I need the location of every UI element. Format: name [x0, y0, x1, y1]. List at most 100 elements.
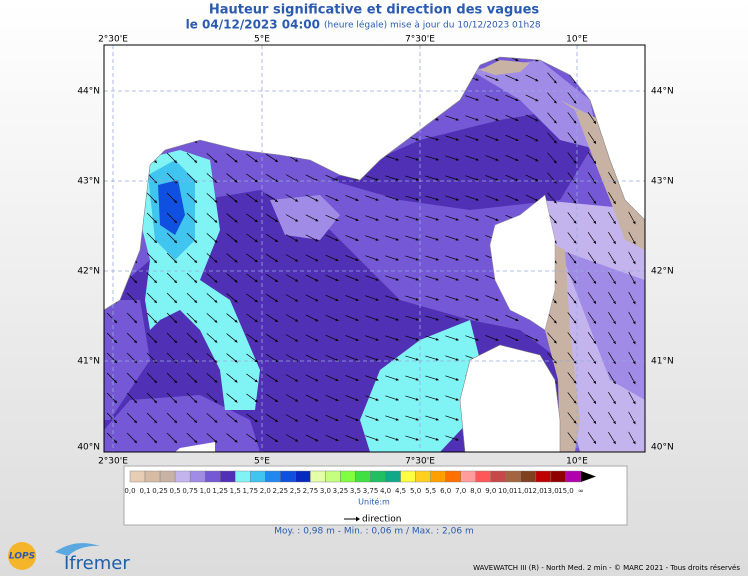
arrow-head: [395, 397, 399, 401]
arrow-head: [632, 361, 636, 365]
arrow-head: [194, 199, 198, 203]
arrow-head: [435, 297, 439, 301]
arrow-head: [335, 258, 339, 262]
colorbar-box: [250, 470, 266, 483]
arrow-head: [295, 338, 299, 342]
arrow-head: [174, 160, 177, 163]
arrow-head: [154, 340, 157, 344]
arrow-head: [593, 240, 596, 244]
arrow-head: [593, 320, 596, 324]
colorbar-label: 12,0: [528, 487, 544, 495]
axis-labels: 2°30'E 2°30'E 5°E 5°E 7°30'E 7°30'E 10°E 10°E 44…: [77, 35, 673, 467]
arrow-head: [573, 260, 577, 264]
arrow-head: [114, 400, 117, 403]
arrow-head: [234, 419, 238, 423]
arrow-head: [114, 380, 117, 383]
colorbar-label: 1,25: [212, 487, 228, 495]
arrow-head: [495, 118, 499, 121]
arrow-head: [214, 219, 218, 223]
arrow-head: [593, 360, 596, 364]
arrow-head: [214, 359, 218, 363]
arrow-head: [515, 138, 519, 142]
arrow-head: [234, 159, 238, 163]
arrow-head: [435, 437, 439, 441]
colorbar-label: 4,0: [380, 487, 391, 495]
colorbar-box: [219, 470, 236, 483]
arrow-head: [495, 338, 499, 341]
arrow-head: [315, 378, 319, 382]
arrow-head: [214, 339, 218, 343]
colorbar-label: 6,0: [440, 487, 451, 495]
arrow-head: [415, 417, 419, 421]
arrow-head: [214, 419, 218, 423]
arrow-head: [295, 238, 299, 242]
arrow-head: [515, 118, 519, 122]
arrow-head: [613, 300, 616, 304]
arrow-head: [254, 279, 258, 283]
arrow-head: [335, 338, 339, 342]
arrow-head: [214, 439, 218, 443]
arrow-head: [274, 379, 278, 382]
arrow-head: [632, 281, 636, 285]
arrow-head: [194, 319, 198, 323]
lat-label: 41°N: [651, 357, 674, 367]
lops-text: LOPS: [9, 552, 35, 562]
colorbar-box: [430, 470, 446, 483]
footer: WAVEWATCH III (R) - North Med. 2 min - ©…: [473, 564, 740, 572]
arrow-head: [355, 298, 359, 301]
arrow-head: [535, 118, 539, 122]
arrow-head: [455, 137, 459, 141]
arrow-head: [415, 217, 419, 221]
arrow-head: [134, 300, 137, 304]
arrow-head: [174, 440, 177, 443]
arrow-head: [114, 340, 117, 343]
arrow-head: [535, 78, 539, 82]
arrow-head: [214, 319, 218, 323]
arrow-head: [295, 278, 299, 282]
lat-label: 44°N: [77, 87, 100, 97]
arrow-head: [214, 379, 218, 383]
colorbar-label: 0,0: [124, 487, 135, 495]
arrow-head: [435, 217, 439, 221]
arrow-head: [415, 177, 419, 181]
arrow-head: [254, 239, 258, 243]
arrow-head: [573, 400, 577, 404]
arrow-head: [154, 300, 157, 304]
arrow-head: [573, 120, 577, 124]
arrow-head: [435, 177, 439, 181]
arrow-head: [495, 138, 499, 141]
arrow-head: [315, 398, 319, 402]
arrow-head: [315, 438, 319, 442]
colorbar-label: 0,1: [139, 487, 150, 495]
colorbar-box: [310, 470, 326, 483]
stats: Moy. : 0,98 m - Min. : 0,06 m / Max. : 2…: [274, 527, 473, 537]
colorbar-box: [144, 470, 161, 483]
arrow-head: [593, 280, 596, 284]
arrow-head: [593, 220, 596, 224]
arrow-head: [134, 420, 137, 424]
arrow-head: [535, 198, 539, 202]
arrow-head: [455, 417, 459, 421]
colorbar-label: 10,0: [498, 487, 514, 495]
colorbar-label: 3,0: [320, 487, 331, 495]
arrow-head: [415, 257, 419, 261]
arrow-head: [613, 360, 616, 364]
arrow-head: [553, 100, 557, 104]
arrow-head: [395, 417, 399, 421]
lat-label: 40°N: [77, 443, 100, 453]
arrow-head: [395, 357, 399, 361]
arrow-head: [214, 399, 218, 403]
arrow-head: [455, 377, 459, 381]
arrow-head: [495, 158, 499, 161]
arrow-head: [274, 239, 278, 242]
colorbar-label: 2,75: [303, 487, 319, 495]
arrow-head: [632, 441, 636, 445]
title: Hauteur significative et direction des v…: [209, 3, 540, 18]
arrow-head: [174, 340, 177, 343]
colorbar-box: [370, 470, 386, 483]
arrow-head: [573, 240, 577, 244]
arrow-head: [435, 257, 439, 261]
arrow-head: [435, 337, 439, 341]
arrow-head: [395, 177, 399, 181]
